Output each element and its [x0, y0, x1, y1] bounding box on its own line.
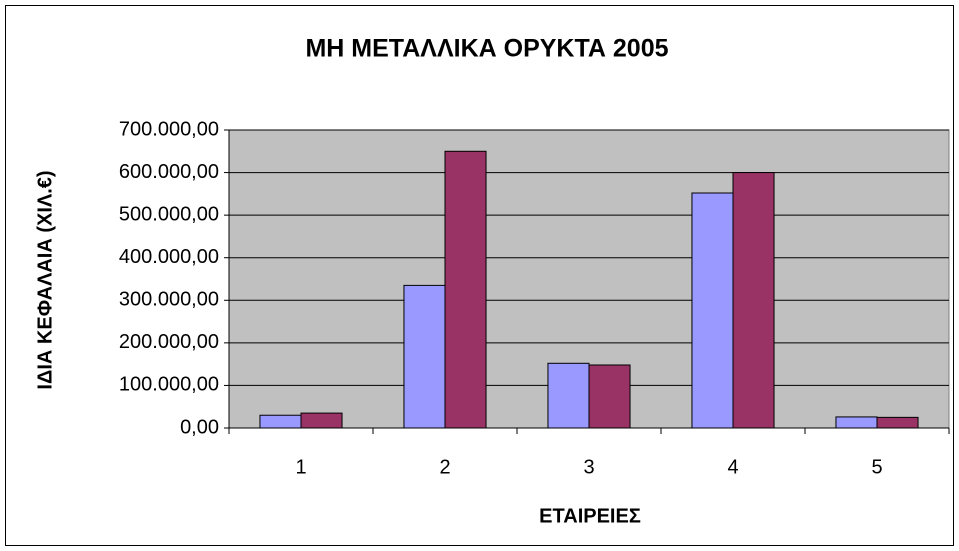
bar — [835, 416, 878, 429]
y-tick-label: 400.000,00 — [119, 246, 219, 268]
y-tick-label: 700.000,00 — [119, 118, 219, 140]
bar — [876, 416, 919, 429]
bar — [403, 284, 446, 429]
bar — [259, 414, 302, 429]
bar — [444, 150, 487, 429]
x-tick-label: 2 — [439, 456, 450, 478]
x-tick-label: 4 — [727, 456, 738, 478]
y-tick-label: 100.000,00 — [119, 374, 219, 396]
bar — [547, 362, 590, 429]
x-tick-label: 1 — [295, 456, 306, 478]
bar — [588, 364, 631, 429]
y-tick-label: 300.000,00 — [119, 289, 219, 311]
y-axis-label: ΙΔΙΑ ΚΕΦΑΛΑΙΑ (ΧΙΛ.€) — [34, 170, 56, 389]
x-axis-label: ΕΤΑΙΡΕΙΕΣ — [539, 505, 641, 527]
chart-title: ΜΗ ΜΕΤΑΛΛΙΚΑ ΟΡΥΚΤΑ 2005 — [305, 35, 668, 63]
x-tick-label: 3 — [583, 456, 594, 478]
bar — [732, 172, 775, 429]
x-tick-label: 5 — [871, 456, 882, 478]
bar — [691, 192, 734, 429]
y-tick-label: 0,00 — [180, 416, 219, 438]
y-tick-label: 500.000,00 — [119, 203, 219, 225]
y-tick-label: 200.000,00 — [119, 331, 219, 353]
y-tick-label: 600.000,00 — [119, 161, 219, 183]
bar — [300, 412, 343, 429]
